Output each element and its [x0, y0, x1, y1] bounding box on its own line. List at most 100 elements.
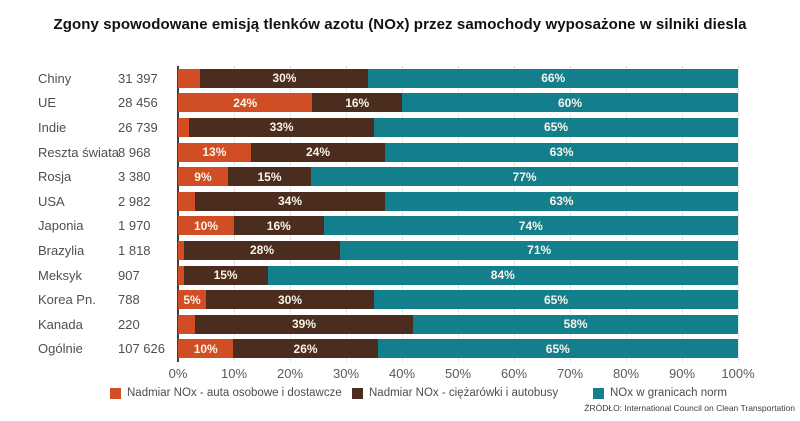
x-tick-label-90%: 90%	[668, 366, 696, 381]
death-count: 1 818	[118, 242, 151, 258]
gridlines	[178, 66, 739, 362]
death-count: 107 626	[118, 341, 165, 357]
death-count: 788	[118, 292, 140, 308]
bar-segment-trucks-buses: 15%	[183, 265, 268, 285]
bar-segment-within-norms: 58%	[413, 314, 738, 334]
x-tick-label-70%: 70%	[556, 366, 584, 381]
gridline-90%	[682, 66, 683, 362]
chart-row: Meksyk 907 15% 84%	[0, 263, 800, 288]
stacked-bar: 33% 65%	[178, 117, 738, 137]
chart-row: Korea Pn. 788 5% 30% 65%	[0, 287, 800, 312]
legend-label: Nadmiar NOx - auta osobowe i dostawcze	[127, 387, 342, 399]
bar-segment-within-norms: 65%	[377, 339, 738, 359]
chart-row: Rosja 3 380 9% 15% 77%	[0, 164, 800, 189]
stacked-bar: 34% 63%	[178, 191, 738, 211]
source-credit: ŹRÓDŁO: International Council on Clean T…	[584, 403, 795, 413]
bar-segment-trucks-buses: 34%	[194, 191, 386, 211]
bar-segment-trucks-buses: 30%	[206, 290, 374, 310]
legend-color-swatch	[593, 387, 604, 399]
bar-segment-trucks-buses: 33%	[189, 117, 374, 137]
bar-segment-cars-vans: 24%	[178, 93, 313, 113]
chart-row: Chiny 31 397 30% 66%	[0, 66, 800, 91]
x-tick-label-30%: 30%	[332, 366, 360, 381]
legend-item-within-norms: NOx w granicach norm	[593, 387, 727, 399]
gridline-70%	[570, 66, 571, 362]
country-label: Reszta świata	[38, 144, 119, 160]
bar-segment-within-norms: 74%	[323, 216, 738, 236]
bar-segment-within-norms: 66%	[368, 68, 738, 88]
death-count: 26 739	[118, 119, 158, 135]
country-label: Chiny	[38, 70, 72, 86]
x-tick-label-100%: 100%	[721, 366, 755, 381]
gridline-100%	[738, 66, 739, 362]
stacked-bar: 15% 84%	[178, 265, 738, 285]
gridline-30%	[346, 66, 347, 362]
country-label: Indie	[38, 119, 67, 135]
bar-segment-trucks-buses: 26%	[233, 339, 378, 359]
gridline-80%	[626, 66, 627, 362]
x-tick-label-60%: 60%	[500, 366, 528, 381]
bar-segment-cars-vans	[178, 314, 195, 334]
bar-segment-within-norms: 63%	[385, 191, 738, 211]
x-axis-ticks: 0% 10% 20% 30% 40% 50% 60% 70% 80% 90% 100%	[0, 366, 800, 382]
x-tick-label-50%: 50%	[444, 366, 472, 381]
stacked-bar: 10% 16% 74%	[178, 216, 738, 236]
chart-row: Japonia 1 970 10% 16% 74%	[0, 214, 800, 239]
stacked-bar: 30% 66%	[178, 68, 738, 88]
legend-label: NOx w granicach norm	[610, 387, 727, 399]
legend-item-cars-vans: Nadmiar NOx - auta osobowe i dostawcze	[110, 387, 342, 399]
death-count: 3 380	[118, 169, 151, 185]
country-label: Ogólnie	[38, 341, 83, 357]
bar-segment-cars-vans: 10%	[178, 339, 234, 359]
bar-segment-within-norms: 65%	[374, 117, 738, 137]
gridline-60%	[514, 66, 515, 362]
bar-rows: Chiny 31 397 30% 66% UE 28 456 24% 16% 60% Indie 2…	[0, 66, 800, 361]
bar-segment-trucks-buses: 16%	[312, 93, 402, 113]
bar-segment-within-norms: 60%	[402, 93, 738, 113]
stacked-bar: 39% 58%	[178, 314, 738, 334]
gridline-10%	[234, 66, 235, 362]
legend-color-swatch	[352, 387, 363, 399]
legend-label: Nadmiar NOx - ciężarówki i autobusy	[369, 387, 559, 399]
bar-segment-within-norms: 65%	[374, 290, 738, 310]
country-label: Kanada	[38, 316, 83, 332]
bar-segment-trucks-buses: 24%	[250, 142, 386, 162]
chart-row: USA 2 982 34% 63%	[0, 189, 800, 214]
bar-segment-cars-vans: 9%	[178, 167, 228, 187]
death-count: 220	[118, 316, 140, 332]
chart-row: Kanada 220 39% 58%	[0, 312, 800, 337]
x-tick-label-80%: 80%	[612, 366, 640, 381]
chart-title: Zgony spowodowane emisją tlenków azotu (…	[53, 16, 747, 33]
country-label: UE	[38, 95, 57, 111]
bar-segment-cars-vans: 10%	[178, 216, 234, 236]
gridline-40%	[402, 66, 403, 362]
gridline-20%	[290, 66, 291, 362]
death-count: 31 397	[118, 70, 158, 86]
stacked-bar: 10% 26% 65%	[178, 339, 738, 359]
country-label: Brazylia	[38, 242, 85, 258]
country-label: Japonia	[38, 218, 84, 234]
x-tick-label-0%: 0%	[168, 366, 188, 381]
chart-row: Brazylia 1 818 28% 71%	[0, 238, 800, 263]
bar-segment-within-norms: 77%	[311, 167, 739, 187]
legend-color-swatch	[110, 387, 121, 399]
stacked-bar: 24% 16% 60%	[178, 93, 738, 113]
x-tick-label-40%: 40%	[388, 366, 416, 381]
bar-segment-cars-vans	[178, 68, 201, 88]
bar-segment-cars-vans: 5%	[178, 290, 206, 310]
country-label: Meksyk	[38, 267, 83, 283]
bar-segment-cars-vans	[178, 117, 190, 137]
gridline-50%	[458, 66, 459, 362]
stacked-bar: 9% 15% 77%	[178, 167, 739, 187]
bar-segment-cars-vans	[178, 265, 184, 285]
bar-segment-trucks-buses: 15%	[227, 167, 312, 187]
y-axis-line	[177, 66, 179, 362]
chart-row: UE 28 456 24% 16% 60%	[0, 91, 800, 116]
death-count: 1 970	[118, 218, 151, 234]
chart-row: Reszta świata 8 968 13% 24% 63%	[0, 140, 800, 165]
bar-segment-trucks-buses: 16%	[234, 216, 324, 236]
chart-row: Ogólnie 107 626 10% 26% 65%	[0, 337, 800, 362]
country-label: Korea Pn.	[38, 292, 96, 308]
x-tick-label-10%: 10%	[220, 366, 248, 381]
country-label: Rosja	[38, 169, 72, 185]
